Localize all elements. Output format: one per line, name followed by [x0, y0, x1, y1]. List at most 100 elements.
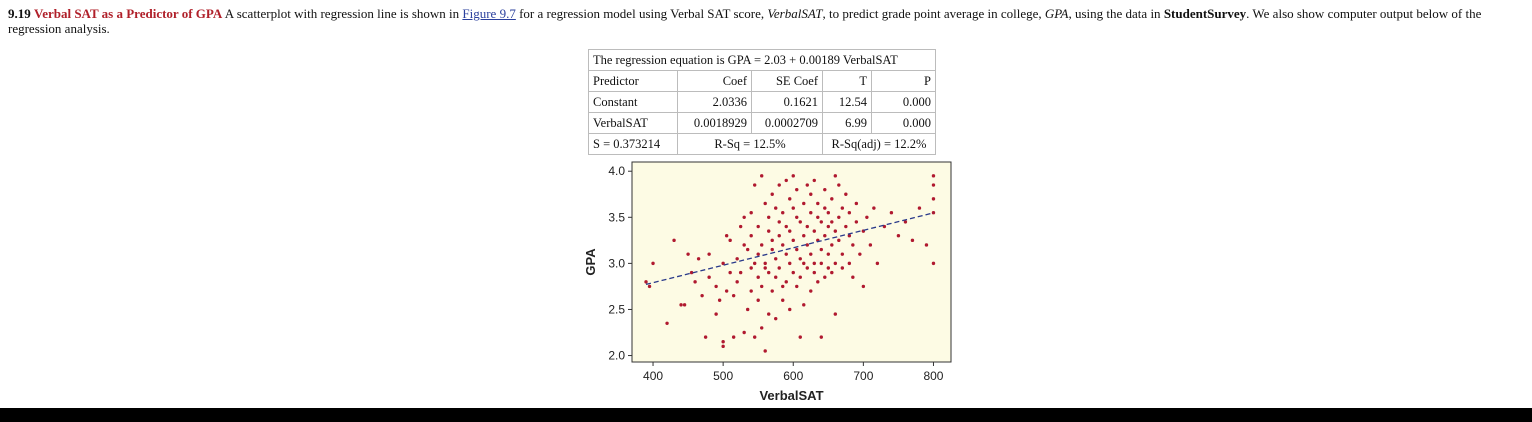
data-point [784, 178, 788, 183]
problem-number: 9.19 [8, 6, 31, 21]
data-point [795, 215, 799, 219]
data-point [798, 220, 802, 224]
y-axis-label: GPA [583, 248, 598, 276]
scatterplot: 4.0 3.5 3.0 2.5 2.0 400 500 600 700 800 GPA Verb… [578, 158, 958, 408]
data-point [693, 280, 697, 284]
data-point [707, 252, 711, 256]
data-point [728, 270, 732, 275]
data-point [837, 238, 841, 243]
data-point [770, 289, 774, 293]
data-point [917, 206, 922, 210]
data-point [861, 284, 866, 289]
x-axis: 400 500 600 700 800 [643, 362, 944, 383]
cell-predictor: Constant [588, 91, 678, 113]
data-point [767, 229, 771, 233]
data-point [767, 270, 771, 275]
data-point [833, 229, 838, 233]
cell-rsq: R-Sq = 12.5% [677, 133, 823, 155]
data-point [903, 220, 908, 224]
scatterplot-svg: 4.0 3.5 3.0 2.5 2.0 400 500 600 700 800 GPA Verb… [583, 161, 952, 403]
data-point [812, 178, 816, 183]
data-point [728, 238, 732, 243]
data-point [809, 192, 813, 196]
data-point [830, 197, 834, 201]
data-point [802, 303, 806, 307]
data-point [774, 206, 778, 210]
y-tick-label: 4.0 [608, 164, 625, 178]
cell-predictor: VerbalSAT [588, 112, 678, 134]
problem-text-4: , using the data in [1068, 6, 1164, 21]
data-point [851, 243, 855, 247]
table-header-row: Predictor Coef SE Coef T P [588, 70, 936, 92]
data-point [738, 224, 743, 229]
data-point [714, 312, 718, 316]
figure-link[interactable]: Figure 9.7 [462, 6, 516, 21]
data-point [721, 340, 725, 344]
data-point [770, 247, 774, 252]
data-point [735, 280, 739, 284]
data-point [823, 275, 827, 279]
data-point [788, 229, 792, 233]
data-point [791, 238, 795, 243]
plot-area [631, 161, 952, 363]
data-point [763, 266, 767, 270]
data-point [858, 252, 862, 256]
data-point [781, 284, 785, 289]
bottom-bar [0, 408, 1532, 422]
data-point [784, 224, 788, 229]
data-point [812, 261, 816, 266]
data-point [875, 261, 880, 266]
regression-output-table: The regression equation is GPA = 2.03 + … [588, 49, 936, 155]
summary-row: S = 0.373214 R-Sq = 12.5% R-Sq(adj) = 12… [588, 133, 936, 155]
data-point [749, 210, 753, 215]
data-point [700, 293, 704, 298]
data-point [777, 234, 781, 238]
data-point [826, 266, 831, 270]
regression-line [645, 212, 934, 286]
data-point [672, 238, 676, 243]
data-point [812, 270, 816, 275]
data-point [781, 298, 785, 302]
data-point [777, 266, 781, 270]
x-tick-label: 500 [713, 369, 733, 383]
data-point [707, 275, 711, 279]
data-point [854, 220, 859, 224]
data-point [798, 335, 802, 339]
data-point [752, 335, 757, 339]
data-point [910, 238, 915, 243]
header-se-coef: SE Coef [751, 70, 823, 92]
data-point [717, 298, 722, 302]
data-points [644, 174, 936, 353]
regression-equation: The regression equation is GPA = 2.03 + … [588, 49, 936, 71]
cell-p: 0.000 [871, 112, 936, 134]
data-point [868, 243, 873, 247]
data-point [830, 220, 834, 224]
data-point [840, 266, 845, 270]
data-point [749, 289, 753, 293]
header-predictor: Predictor [588, 70, 678, 92]
data-point [931, 183, 936, 187]
data-point [760, 174, 764, 178]
data-point [665, 321, 669, 325]
x-axis-label: VerbalSAT [759, 388, 823, 403]
data-point [795, 187, 799, 192]
variable-verbalsat: VerbalSAT [767, 6, 823, 21]
data-point [826, 252, 831, 256]
data-point [703, 335, 708, 339]
header-coef: Coef [677, 70, 752, 92]
cell-coef: 0.0018929 [677, 112, 752, 134]
data-point [735, 257, 739, 261]
data-point [896, 234, 901, 238]
data-point [781, 243, 785, 247]
data-point [696, 257, 701, 261]
data-point [931, 210, 936, 215]
data-point [795, 284, 799, 289]
data-point [851, 275, 855, 279]
data-point [763, 349, 767, 353]
data-point [689, 270, 694, 275]
data-point [931, 197, 936, 201]
data-point [816, 215, 820, 219]
data-point [721, 344, 725, 349]
data-point [847, 234, 852, 238]
data-point [738, 270, 743, 275]
